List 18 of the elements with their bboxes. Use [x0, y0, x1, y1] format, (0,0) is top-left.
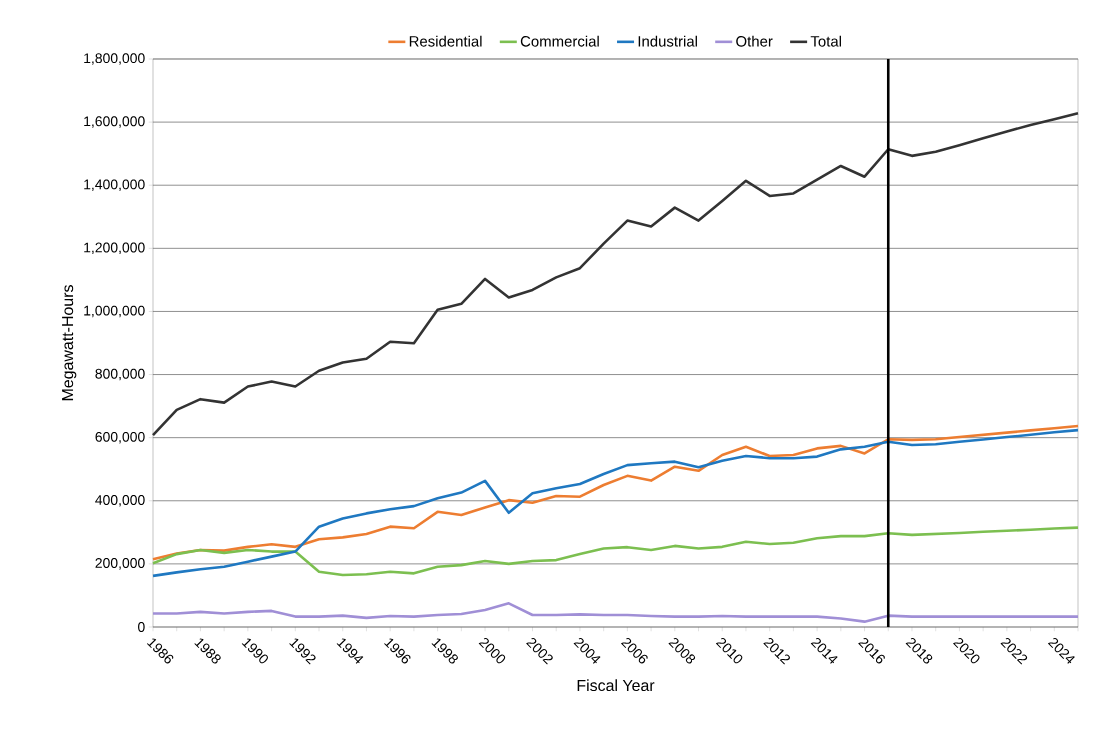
legend-label: Other [736, 35, 773, 47]
y-tick-label: 800,000 [95, 368, 145, 381]
legend-label: Commercial [520, 35, 599, 47]
y-tick-label: 1,800,000 [84, 53, 145, 65]
legend-label: Residential [409, 35, 482, 47]
y-axis-title: Megawatt-Hours [62, 285, 77, 401]
x-axis-title: Fiscal Year [577, 679, 655, 692]
y-tick-label: 600,000 [95, 431, 145, 444]
y-tick-label: 1,400,000 [84, 179, 145, 191]
y-tick-label: 1,600,000 [84, 116, 145, 128]
y-tick-label: 200,000 [95, 558, 145, 570]
y-tick-label: 1,000,000 [84, 305, 145, 318]
y-tick-label: 1,200,000 [84, 242, 145, 255]
legend-label: Industrial [638, 35, 697, 47]
y-tick-label: 0 [138, 622, 145, 632]
legend-label: Total [810, 35, 841, 47]
line-series [151, 111, 1080, 437]
y-tick-label: 400,000 [95, 495, 145, 507]
